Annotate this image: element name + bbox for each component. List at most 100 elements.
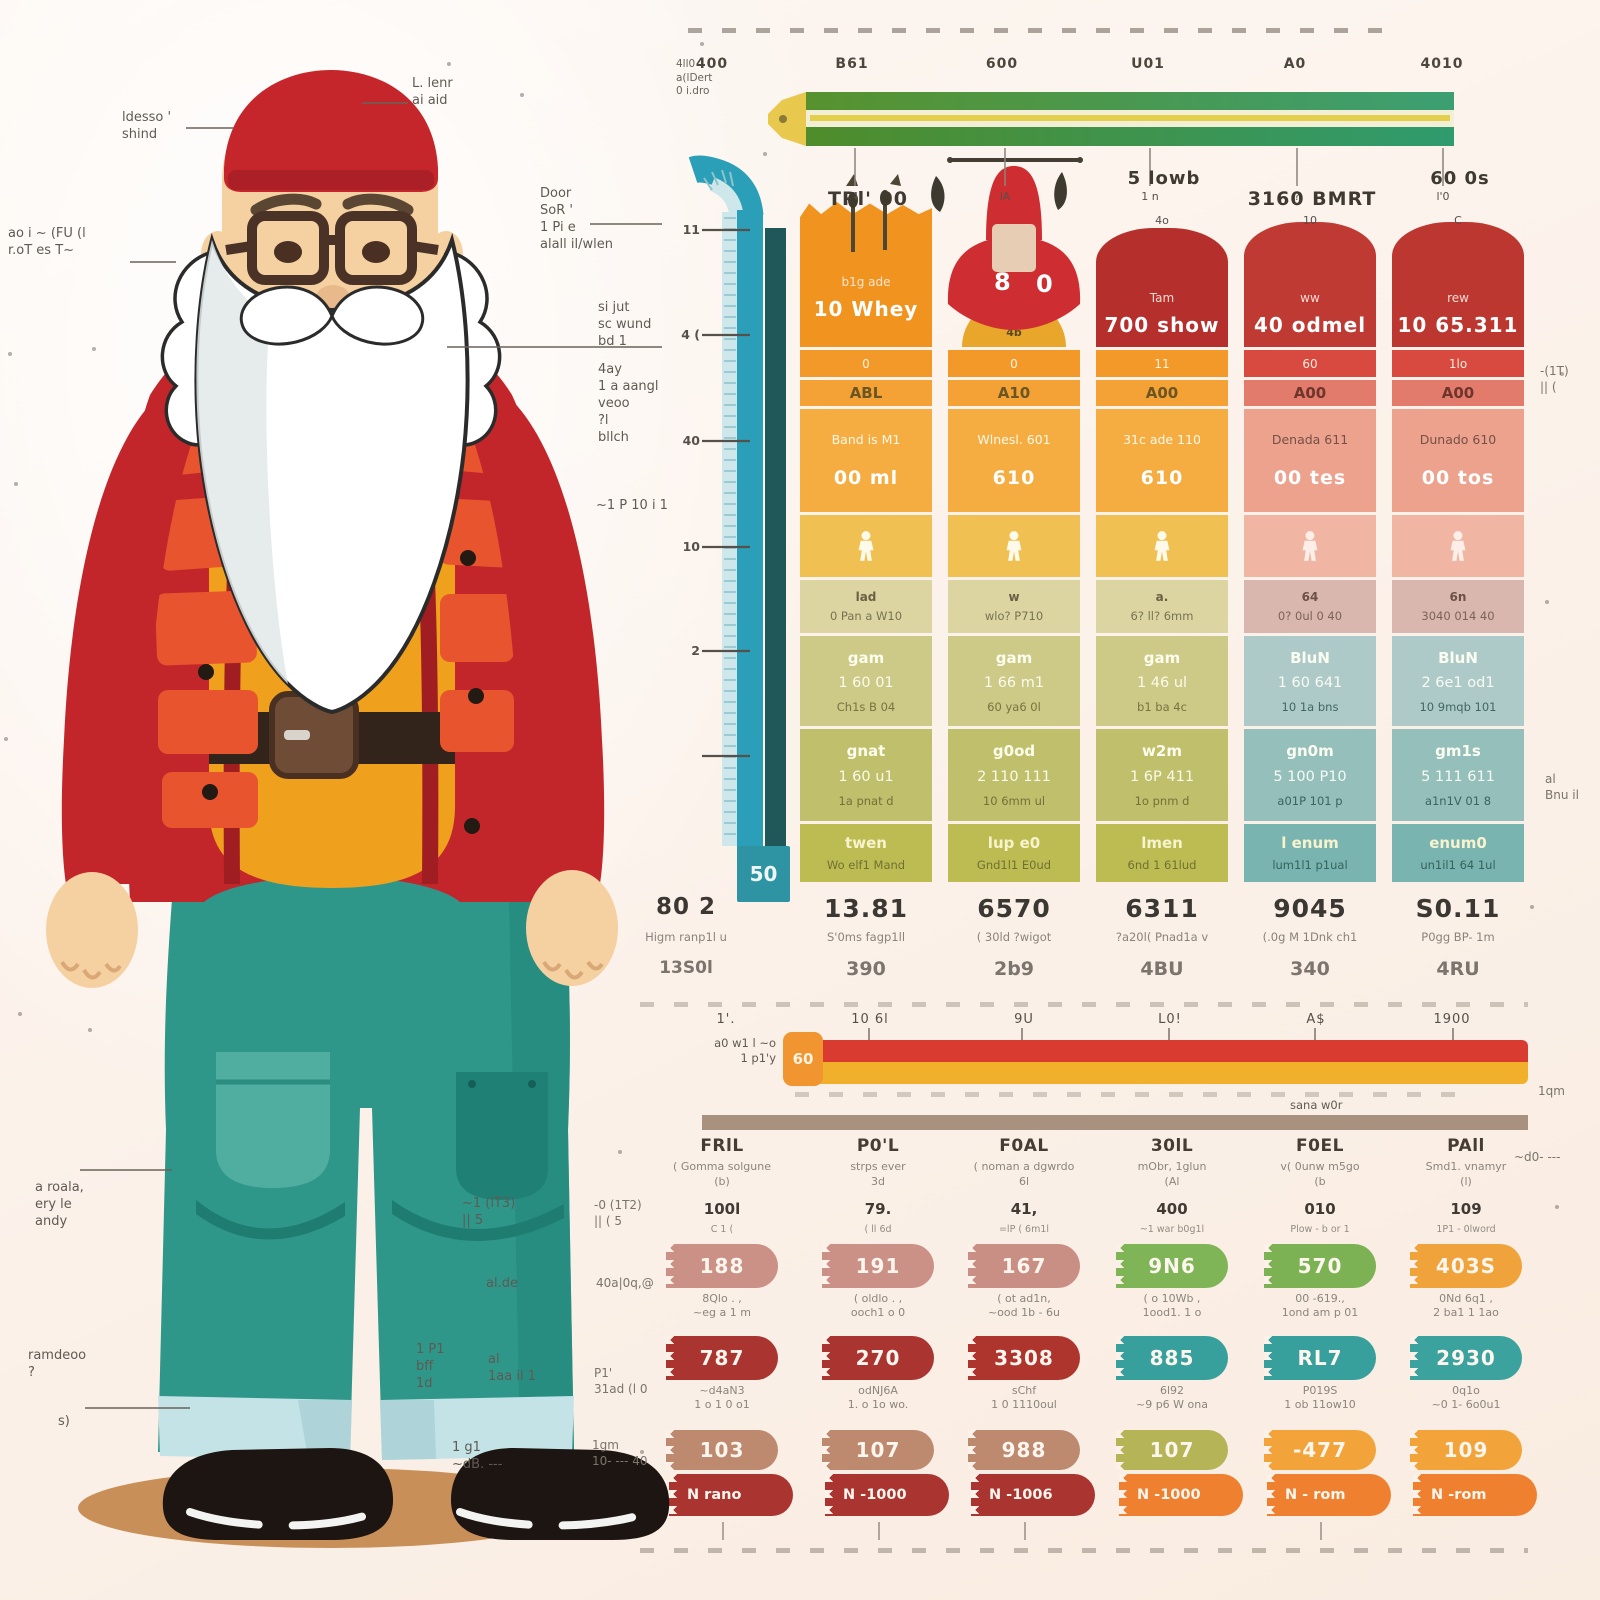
- pill-badge: 9N6: [1116, 1244, 1228, 1288]
- column-segments: 0 A10 Wlnesl. 601 610 w wlo? P710 gam 1 66 m1 60…: [948, 347, 1080, 882]
- bar-tick: [1168, 1028, 1170, 1040]
- bottom-axis-label: L0!: [1158, 1012, 1182, 1027]
- column-header: TRl' 00: [828, 188, 908, 210]
- segment-text: 64: [1301, 589, 1319, 604]
- pill-badge: N -1006: [971, 1474, 1095, 1516]
- segment-text: 00 ml: [833, 466, 899, 489]
- pill-badge: 107: [1116, 1430, 1228, 1470]
- column-header: 3160 BMRT: [1247, 188, 1377, 210]
- margin-note: -(1T) || (: [1540, 364, 1569, 394]
- table-col-number: 100l: [703, 1200, 741, 1218]
- column-subheader: 4o: [1155, 214, 1169, 227]
- column-caption: ?a20l( Pnad1a v: [1115, 930, 1209, 944]
- mid-dash-row: [640, 1002, 1528, 1007]
- segment-text: 5 111 611: [1421, 769, 1495, 785]
- column-cap: rew 10 65.311: [1392, 222, 1524, 347]
- segment-5: a. 6? ll? 6mm: [1096, 580, 1228, 633]
- person-icon: [1006, 531, 1022, 561]
- segment-text: enum0: [1429, 834, 1487, 852]
- table-col-subcaption: Plow - b or 1: [1290, 1224, 1350, 1235]
- table-col-caption: strps ever 3d: [850, 1160, 906, 1188]
- column-header: 60 0s: [1430, 168, 1490, 189]
- noise-speck: [447, 62, 451, 66]
- cap-small-text: Tam: [1149, 291, 1175, 305]
- pill-badge: 191: [822, 1244, 934, 1288]
- segment-1: 1lo: [1392, 350, 1524, 377]
- ruler-label: 2: [691, 643, 700, 658]
- noise-speck: [18, 1012, 22, 1016]
- segment-text: BluN: [1290, 648, 1330, 667]
- segment-text: w2m: [1142, 742, 1182, 760]
- pencil-axis-label: A0: [1283, 56, 1307, 72]
- table-col-subcaption: 1P1 - 0lword: [1436, 1224, 1496, 1235]
- segment-text: twen: [845, 834, 887, 852]
- pill-badge: RL7: [1264, 1336, 1376, 1380]
- cap-big-text: 700 show: [1104, 313, 1220, 337]
- bottom-dash-row: [640, 1548, 1528, 1553]
- measure-bar: [820, 1040, 1528, 1084]
- callout-cuff-tick: s): [58, 1414, 70, 1429]
- segment-text: 0? 0ul 0 40: [1277, 609, 1343, 624]
- callout-jacket-list: 4ay 1 a aangl veoo ?l bllch: [598, 362, 659, 445]
- callout-shoulder-label: si jut sc wund bd 1: [598, 300, 652, 349]
- segment-7: w2m 1 6P 411 1o pnm d: [1096, 729, 1228, 821]
- segment-text: 00 tos: [1421, 466, 1495, 489]
- segment-text: 3040 014 40: [1421, 609, 1495, 624]
- segment-text: gm1s: [1435, 742, 1481, 760]
- segment-6: BluN 1 60 641 10 1a bns: [1244, 636, 1376, 726]
- bottom-axis-label: 1'.: [716, 1012, 736, 1027]
- segment-3: Denada 611 00 tes: [1244, 409, 1376, 512]
- bottom-bar-note: a0 w1 l ~o 1 p1'y: [714, 1036, 776, 1065]
- column-value: 13.81: [823, 894, 909, 923]
- pill-note: odNJ6A 1. o 1o wo.: [847, 1384, 909, 1412]
- segment-text: A00: [1293, 384, 1327, 402]
- table-col-header: 30lL: [1150, 1136, 1194, 1156]
- segment-text: 60 ya6 0l: [987, 699, 1041, 714]
- column-3: Tam 700 show 11 A00 31c ade 110 610 a. 6? ll? 6…: [1096, 0, 1228, 940]
- segment-text: un1il1 64 1ul: [1420, 858, 1496, 872]
- segment-text: l enum: [1281, 834, 1339, 852]
- segment-7: g0od 2 110 111 10 6mm ul: [948, 729, 1080, 821]
- column-value: 6570: [977, 894, 1051, 923]
- pencil-axis-label: 600: [985, 56, 1019, 72]
- callout-pocket-label: a roala, ery le andy: [35, 1180, 84, 1229]
- segment-text: 0 Pan a W10: [829, 609, 903, 624]
- margin-note: al Bnu il: [1545, 772, 1579, 802]
- measure-bar-yellow: [820, 1062, 1528, 1084]
- margin-note: ~d0- ---: [1514, 1150, 1561, 1164]
- column-4: ww 40 odmel 60 A00 Denada 611 00 tes 64 0? 0ul …: [1244, 0, 1376, 940]
- segment-text: 1 46 ul: [1136, 675, 1188, 691]
- callout-beard-label: Door SoR ' 1 Pi e alall il/wlen: [540, 186, 613, 252]
- column-subheader: C: [1454, 214, 1462, 227]
- callout-vest-label: ~1 P 10 i 1: [596, 498, 668, 513]
- segment-text: Band is M1: [831, 432, 901, 448]
- margin-note: -0 (1T2) || ( 5: [594, 1198, 642, 1228]
- ruler-caption: Higm ranp1l u: [645, 930, 727, 944]
- segment-text: A00: [1145, 384, 1179, 402]
- segment-8: l enum lum1l1 p1ual: [1244, 824, 1376, 882]
- segment-text: lum1l1 p1ual: [1272, 858, 1348, 872]
- segment-6: gam 1 46 ul b1 ba 4c: [1096, 636, 1228, 726]
- noise-speck: [1555, 1205, 1559, 1209]
- hang-mark: l'0: [1436, 190, 1450, 203]
- column-segments: 1lo A00 Dunado 610 00 tos 6n 3040 014 40 BluN 2…: [1392, 347, 1524, 882]
- segment-text: w: [1008, 589, 1020, 604]
- column-segments: 11 A00 31c ade 110 610 a. 6? ll? 6mm gam 1 46 u…: [1096, 347, 1228, 882]
- table-col-header: F0AL: [999, 1136, 1049, 1156]
- segment-text: gam: [1143, 648, 1181, 667]
- column-caption: ( 30ld ?wigot: [976, 930, 1052, 944]
- segment-text: a1n1V 01 8: [1424, 794, 1492, 808]
- noise-speck: [14, 482, 18, 486]
- pill-badge: -477: [1264, 1430, 1376, 1470]
- top-dash-row: [688, 28, 1388, 33]
- table-col-subcaption: =lP ( 6m1l: [998, 1224, 1050, 1235]
- segment-text: Dunado 610: [1419, 432, 1497, 448]
- column-caption: P0gg BP- 1m: [1421, 930, 1495, 944]
- segment-1: 11: [1096, 350, 1228, 377]
- column-caption: (.0g M 1Dnk ch1: [1262, 930, 1358, 944]
- margin-note: 40a|0q,@: [596, 1276, 654, 1290]
- pencil-axis-label: 400: [695, 56, 729, 72]
- table-col-subcaption: C 1 (: [710, 1224, 734, 1235]
- pencil-left-note: 4ll0 a(lDert 0 i.dro: [676, 58, 713, 98]
